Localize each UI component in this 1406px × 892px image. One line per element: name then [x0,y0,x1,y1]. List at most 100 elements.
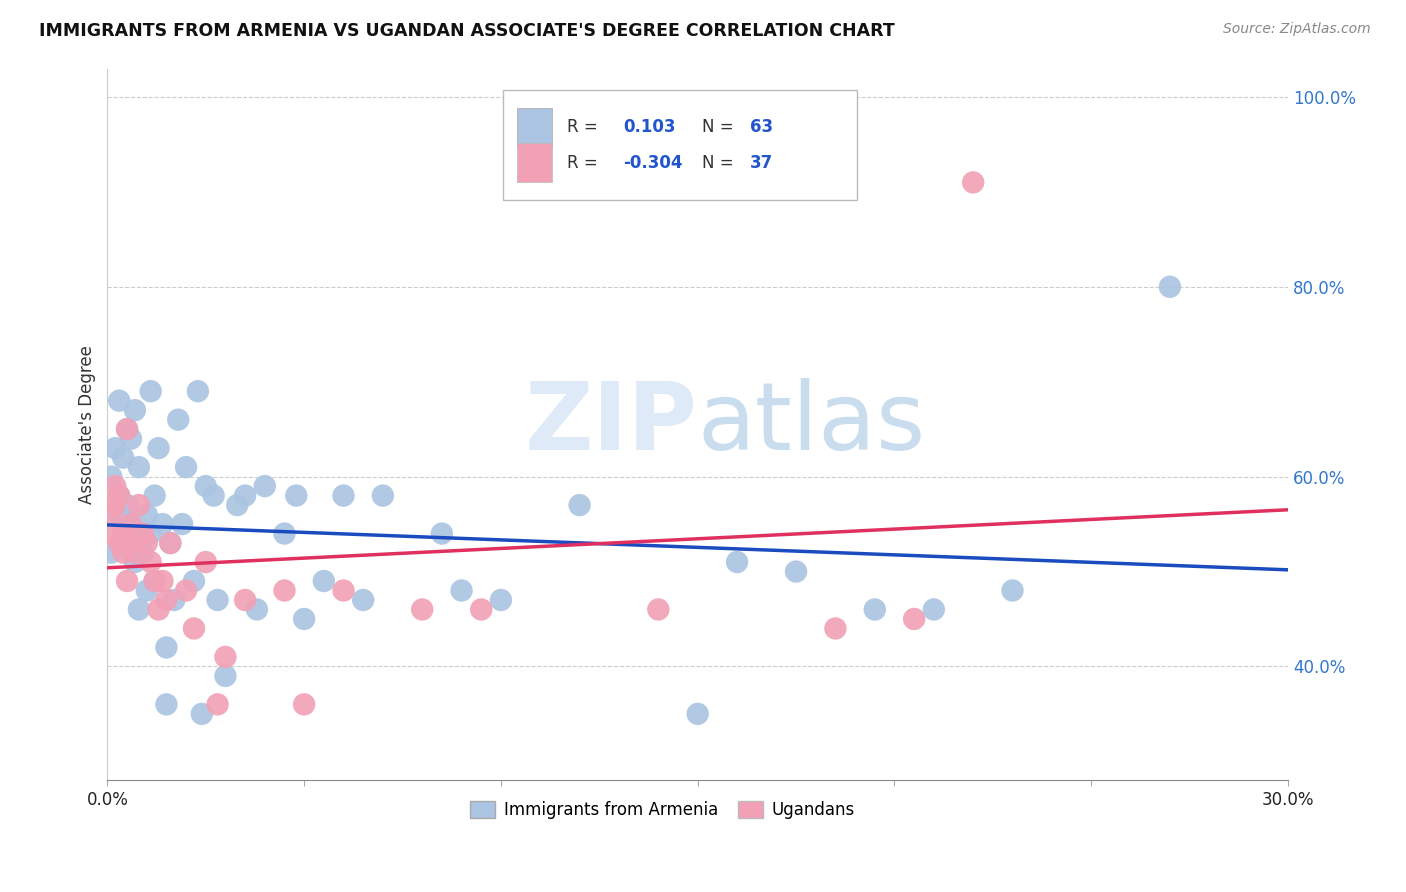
Point [292,698,315,712]
Point [273,583,295,598]
Point [214,669,236,683]
Point [863,602,886,616]
Point [725,555,748,569]
Point [187,384,209,399]
Point [139,384,162,399]
Point [489,593,512,607]
Point [148,441,170,455]
Point [104,479,127,493]
Text: N =: N = [703,153,734,172]
Point [194,555,217,569]
Point [128,498,150,512]
Point [143,574,166,588]
Text: Source: ZipAtlas.com: Source: ZipAtlas.com [1223,22,1371,37]
Point [785,565,807,579]
Point [132,526,155,541]
Point [152,574,174,588]
Point [647,602,669,616]
Point [155,593,177,607]
Point [686,706,709,721]
Y-axis label: Associate's Degree: Associate's Degree [79,345,96,504]
Point [135,508,157,522]
Point [112,526,135,541]
Point [824,622,846,636]
Point [108,508,131,522]
Point [124,545,146,559]
Point [163,593,186,607]
Point [108,489,131,503]
Point [155,698,177,712]
Point [226,498,249,512]
Point [108,393,131,408]
Text: atlas: atlas [697,378,927,470]
Point [100,508,122,522]
Point [100,526,122,541]
Point [100,545,122,559]
Point [246,602,269,616]
Point [135,583,157,598]
Legend: Immigrants from Armenia, Ugandans: Immigrants from Armenia, Ugandans [464,794,860,825]
Point [233,489,256,503]
Point [108,489,131,503]
Point [104,498,127,512]
Point [194,479,217,493]
Point [159,536,181,550]
Point [152,517,174,532]
Point [207,593,229,607]
Text: -0.304: -0.304 [623,153,683,172]
Point [159,536,181,550]
Text: N =: N = [703,119,734,136]
Point [450,583,472,598]
Text: IMMIGRANTS FROM ARMENIA VS UGANDAN ASSOCIATE'S DEGREE CORRELATION CHART: IMMIGRANTS FROM ARMENIA VS UGANDAN ASSOC… [39,22,896,40]
Point [371,489,394,503]
Point [115,536,138,550]
Point [100,469,122,483]
Point [352,593,374,607]
Point [115,422,138,436]
Point [135,536,157,550]
Point [292,612,315,626]
FancyBboxPatch shape [503,90,858,200]
Point [922,602,945,616]
Point [120,536,142,550]
Point [202,489,225,503]
Point [112,450,135,465]
Point [120,517,142,532]
Point [108,536,131,550]
Point [332,583,354,598]
Point [233,593,256,607]
Point [120,432,142,446]
Text: 37: 37 [749,153,773,172]
Point [273,526,295,541]
Point [183,574,205,588]
Point [411,602,433,616]
Point [253,479,276,493]
Point [112,526,135,541]
Point [132,545,155,559]
Point [115,422,138,436]
Point [139,526,162,541]
Point [115,574,138,588]
Text: 63: 63 [749,119,773,136]
Point [128,602,150,616]
Point [1159,280,1181,294]
Point [1001,583,1024,598]
FancyBboxPatch shape [517,144,553,182]
FancyBboxPatch shape [517,108,553,147]
Point [174,583,197,598]
Point [174,460,197,475]
Point [332,489,354,503]
Point [120,517,142,532]
Text: 0.103: 0.103 [623,119,676,136]
Point [143,574,166,588]
Point [172,517,194,532]
Point [214,649,236,664]
Point [124,555,146,569]
Point [285,489,308,503]
Point [167,412,190,426]
Point [183,622,205,636]
Point [430,526,453,541]
Point [155,640,177,655]
Point [148,602,170,616]
Point [104,441,127,455]
